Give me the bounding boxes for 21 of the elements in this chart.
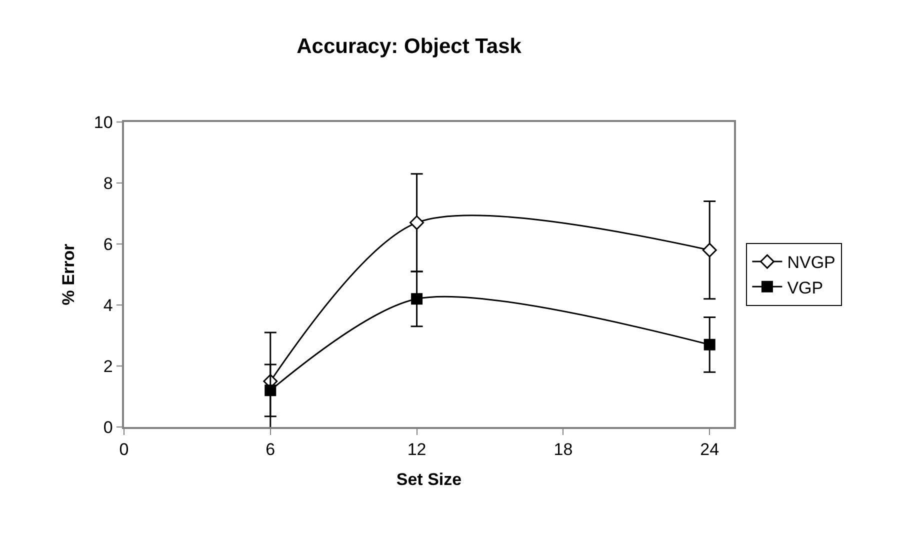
point bbox=[411, 293, 423, 305]
y-tick-label: 4 bbox=[103, 296, 113, 315]
x-tick-label: 24 bbox=[700, 440, 720, 460]
y-axis-title: % Error bbox=[58, 243, 78, 306]
x-tick-label: 6 bbox=[266, 440, 276, 460]
legend-label: NVGP bbox=[787, 253, 836, 272]
y-tick-label: 10 bbox=[94, 112, 113, 132]
y-tick-label: 6 bbox=[103, 234, 113, 254]
point bbox=[702, 242, 717, 258]
y-tick-label: 0 bbox=[103, 418, 113, 437]
chart-title: Accuracy: Object Task bbox=[296, 34, 522, 58]
point bbox=[704, 338, 716, 350]
y-tick-label: 8 bbox=[103, 174, 113, 193]
x-tick-label: 18 bbox=[554, 440, 573, 460]
x-tick-label: 0 bbox=[119, 440, 129, 460]
legend-label: VGP bbox=[787, 278, 824, 298]
x-axis-title: Set Size bbox=[396, 470, 462, 490]
y-tick-label: 2 bbox=[103, 356, 113, 376]
point bbox=[264, 384, 276, 396]
x-tick-label: 12 bbox=[407, 440, 426, 460]
point bbox=[410, 215, 424, 230]
